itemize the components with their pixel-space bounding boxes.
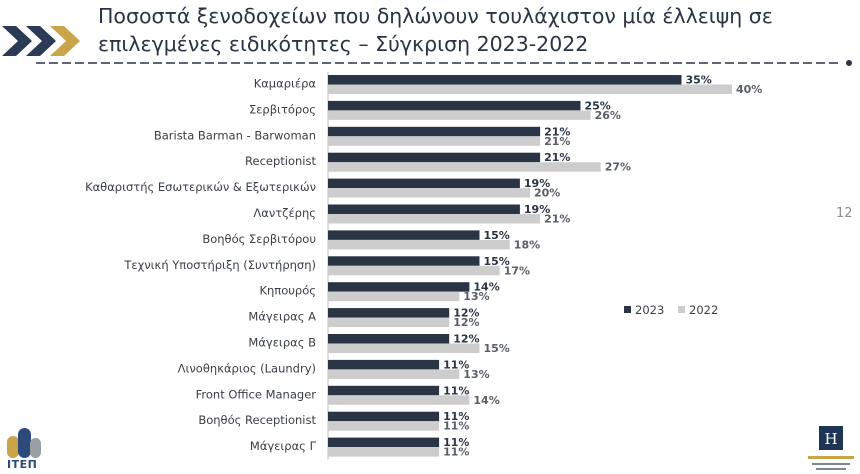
- bar-2023: [328, 256, 480, 266]
- bar-2023: [328, 334, 450, 344]
- itep-logo-text: ΙΤΕΠ: [7, 458, 38, 471]
- bar-2022: [328, 84, 732, 94]
- category-label: Μάγειρας Α: [248, 310, 316, 324]
- data-label-2022: 15%: [484, 342, 510, 355]
- legend-swatch-2023: [624, 306, 631, 313]
- data-label-2022: 11%: [443, 446, 469, 459]
- category-label: Receptionist: [245, 154, 316, 168]
- title-line-1: Ποσοστά ξενοδοχείων που δηλώνουν τουλάχι…: [98, 4, 773, 28]
- data-label-2023: 12%: [453, 333, 479, 346]
- data-label-2022: 13%: [463, 368, 489, 381]
- data-label-2023: 11%: [443, 358, 469, 371]
- data-label-2023: 12%: [453, 307, 479, 320]
- data-label-2022: 26%: [595, 109, 621, 122]
- bar-2023: [328, 411, 440, 422]
- category-label: Λαντζέρης: [253, 206, 316, 220]
- category-label: Μάγειρας Β: [248, 336, 316, 350]
- data-label-2022: 11%: [443, 420, 469, 433]
- data-label-2023: 15%: [484, 255, 510, 268]
- bar-2023: [328, 282, 470, 292]
- bar-2022: [328, 343, 480, 353]
- data-label-2023: 19%: [524, 177, 550, 190]
- data-label-2023: 14%: [473, 281, 499, 294]
- category-label: Σερβιτόρος: [249, 102, 316, 116]
- category-label: Καθαριστής Εσωτερικών & Εξωτερικών: [85, 180, 316, 194]
- data-label-2023: 21%: [544, 125, 570, 138]
- bar-2023: [328, 437, 440, 448]
- category-label: Front Office Manager: [196, 387, 317, 401]
- bar-2023: [328, 204, 520, 214]
- data-label-2022: 21%: [544, 135, 570, 148]
- bar-2022: [328, 110, 591, 120]
- category-label: Λινοθηκάριος (Laundry): [178, 361, 316, 375]
- bar-2023: [328, 385, 440, 396]
- bar-2022: [328, 162, 601, 172]
- bar-2022: [328, 421, 440, 431]
- itep-logo-icon: [7, 428, 41, 458]
- bar-2023: [328, 100, 581, 111]
- category-label: Τεχνική Υποστήριξη (Συντήρηση): [123, 258, 316, 272]
- category-label: Barista Barman - Barwoman: [154, 128, 316, 142]
- bar-2023: [328, 308, 450, 318]
- data-label-2022: 21%: [544, 213, 570, 226]
- bar-2022: [328, 369, 460, 379]
- data-label-2022: 13%: [463, 290, 489, 303]
- hotel-chamber-logo-icon: H: [808, 426, 854, 470]
- bar-2022: [328, 239, 510, 250]
- category-label: Βοηθός Σερβιτόρου: [202, 232, 316, 246]
- title-line-2: επιλεγμένες ειδικότητες – Σύγκριση 2023-…: [98, 32, 589, 56]
- legend-label-2022: 2022: [689, 303, 718, 317]
- bar-2022: [328, 136, 541, 146]
- chevron-arrows-icon: [2, 26, 80, 56]
- data-label-2023: 11%: [443, 436, 469, 449]
- dashed-divider: [36, 60, 852, 66]
- bar-2022: [328, 395, 470, 405]
- data-label-2023: 25%: [585, 99, 611, 112]
- category-label: Βοηθός Receptionist: [198, 413, 316, 427]
- bar-2022: [328, 447, 440, 457]
- data-label-2022: 27%: [605, 161, 631, 174]
- category-label: Μάγειρας Γ: [250, 439, 317, 453]
- category-label: Καμαριέρα: [254, 77, 317, 91]
- data-label-2022: 18%: [514, 238, 540, 251]
- data-label-2023: 35%: [686, 74, 712, 87]
- bar-2023: [328, 230, 480, 240]
- bar-2022: [328, 188, 530, 198]
- category-label: Κηπουρός: [259, 284, 316, 298]
- data-label-2022: 17%: [504, 264, 530, 277]
- bar-2023: [328, 178, 520, 189]
- data-label-2023: 11%: [443, 410, 469, 423]
- bar-2022: [328, 214, 541, 224]
- page-title: Ποσοστά ξενοδοχείων που δηλώνουν τουλάχι…: [98, 2, 838, 58]
- bar-2022: [328, 317, 450, 328]
- bar-2023: [328, 75, 682, 85]
- bar-2022: [328, 265, 500, 276]
- legend-label-2023: 2023: [635, 303, 664, 317]
- data-label-2022: 40%: [736, 83, 762, 96]
- bar-2023: [328, 126, 541, 137]
- data-label-2023: 19%: [524, 203, 550, 216]
- legend-swatch-2022: [678, 306, 685, 313]
- data-label-2022: 14%: [473, 394, 499, 407]
- data-label-2023: 21%: [544, 151, 570, 164]
- data-label-2022: 20%: [534, 187, 560, 200]
- data-label-2023: 11%: [443, 384, 469, 397]
- bar-2023: [328, 152, 541, 163]
- bar-2022: [328, 291, 460, 302]
- bar-2023: [328, 359, 440, 370]
- page-number: 12: [836, 206, 853, 221]
- data-label-2023: 15%: [484, 229, 510, 242]
- hotel-chamber-logo-letter: H: [824, 430, 837, 448]
- data-label-2022: 12%: [453, 316, 479, 329]
